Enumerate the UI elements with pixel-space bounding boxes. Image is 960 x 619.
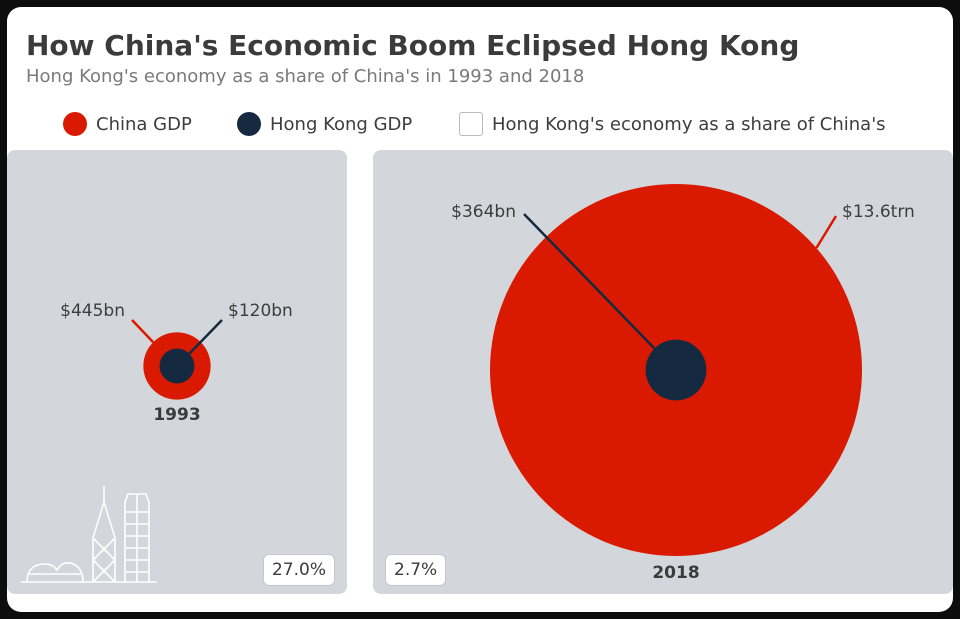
- hong-kong-gdp-bubble-2018: [645, 339, 707, 401]
- panel-2018: $13.6trn $364bn 2018 2.7%: [373, 150, 953, 594]
- bubble-group-2018: $13.6trn $364bn 2018: [451, 184, 915, 583]
- share-box-swatch-icon: [459, 112, 483, 136]
- china-gdp-label-2018: $13.6trn: [842, 202, 915, 222]
- share-badge-2018: 2.7%: [385, 554, 447, 586]
- china-gdp-label-1993: $445bn: [60, 301, 125, 321]
- chart-card: How China's Economic Boom Eclipsed Hong …: [7, 7, 953, 612]
- chart-subtitle: Hong Kong's economy as a share of China'…: [26, 66, 585, 87]
- year-label-1993: 1993: [153, 405, 200, 425]
- share-badge-1993: 27.0%: [262, 554, 335, 586]
- year-label-2018: 2018: [652, 563, 699, 583]
- legend-label-hong-kong: Hong Kong GDP: [270, 113, 413, 135]
- hong-kong-gdp-bubble-1993: [159, 348, 195, 384]
- china-leader-line-1993: [131, 319, 155, 344]
- hong-kong-skyline-icon: [21, 486, 157, 583]
- hong-kong-gdp-swatch-icon: [237, 112, 261, 136]
- panel-1993: $445bn $120bn 1993 27.0%: [7, 150, 347, 594]
- hong-kong-leader-line-1993: [188, 319, 223, 355]
- legend-label-china: China GDP: [96, 113, 192, 135]
- hong-kong-gdp-label-1993: $120bn: [228, 301, 293, 321]
- chart-title: How China's Economic Boom Eclipsed Hong …: [26, 29, 800, 62]
- hong-kong-leader-line-2018: [523, 213, 656, 350]
- china-leader-line-2018: [815, 215, 838, 249]
- legend-item-share: Hong Kong's economy as a share of China'…: [459, 110, 886, 138]
- china-gdp-swatch-icon: [63, 112, 87, 136]
- bubble-group-1993: $445bn $120bn 1993: [60, 301, 293, 425]
- legend: China GDP Hong Kong GDP Hong Kong's econ…: [7, 110, 953, 138]
- legend-item-china: China GDP: [63, 110, 192, 138]
- hong-kong-gdp-label-2018: $364bn: [451, 202, 516, 222]
- legend-label-share: Hong Kong's economy as a share of China'…: [492, 113, 886, 135]
- legend-item-hong-kong: Hong Kong GDP: [237, 110, 412, 138]
